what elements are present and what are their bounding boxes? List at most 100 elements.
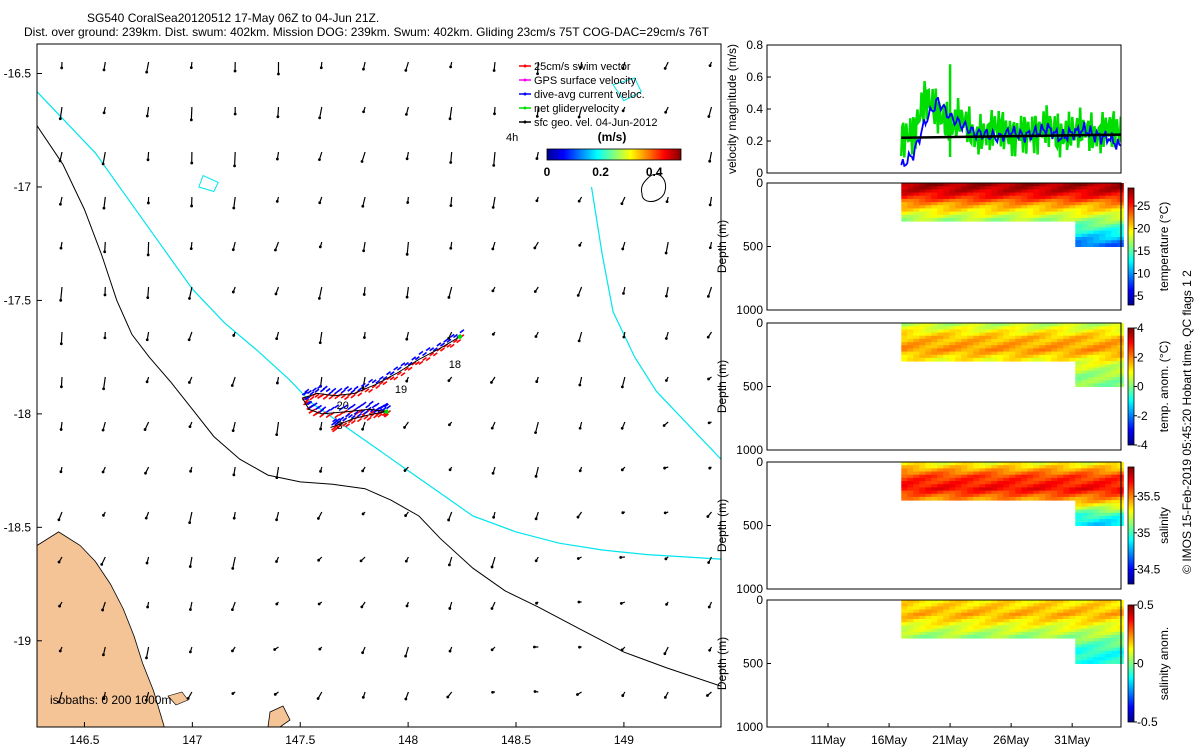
heatmap-cell [997,345,1004,349]
heatmap-cell [979,490,986,495]
heatmap-cell [1051,357,1058,362]
heatmap-cell [973,631,980,636]
heatmap-cell [955,493,962,498]
heatmap-cell [973,342,980,346]
heatmap-cell [1105,205,1112,209]
current-vector [362,196,366,207]
heatmap-cell [973,348,980,353]
heatmap-cell [901,609,908,614]
heatmap-cell [1087,512,1094,517]
heatmap-cell [931,496,938,501]
swim-vector-mark [350,394,356,399]
heatmap-cell [907,474,914,479]
heatmap-cell [1075,348,1082,353]
heatmap-cell [973,487,980,492]
heatmap-cell [1093,186,1100,190]
heatmap-cell [1003,192,1010,197]
heatmap-cell [991,462,998,466]
heatmap-cell [1099,647,1106,652]
heatmap-cell [1033,323,1040,327]
heatmap-cell [901,192,908,197]
heatmap-cell [1033,493,1040,498]
heatmap-cell [979,603,986,607]
current-vector-head [708,466,712,470]
heatmap-cell [925,189,932,193]
heatmap-cell [1105,522,1112,526]
heatmap-cell [1003,354,1010,359]
heatmap-cell [955,195,962,200]
heatmap-cell [1111,342,1118,346]
heatmap-cell [1057,606,1064,611]
heatmap-cell [1099,465,1106,469]
heatmap-cell [1075,195,1082,200]
depth-tick-label: 1000 [736,582,763,596]
heatmap-cell [1105,644,1112,649]
heatmap-cell [925,329,932,334]
heatmap-cell [1015,484,1022,488]
swim-vector-mark [452,338,458,344]
heatmap-cell [1093,233,1100,238]
current-vector-head [318,116,322,120]
heatmap-cell [1093,487,1100,492]
current-vector-head [57,518,61,522]
heatmap-cell [1111,487,1118,492]
heatmap-cell [901,487,908,492]
heatmap-cell [1063,192,1070,197]
heatmap-cell [1093,615,1100,620]
heatmap-cell [937,625,944,630]
heatmap-cell [1093,638,1100,642]
heatmap-cell [943,326,950,330]
colorbar-label: temperature (°C) [1157,202,1171,292]
heatmap-cell [1015,183,1022,187]
heatmap-cell [1105,380,1112,384]
heatmap-cell [937,338,944,343]
time-x-tick-label: 31May [1054,733,1090,747]
heatmap-cell [1003,493,1010,498]
heatmap-cell [1105,612,1112,617]
heatmap-cell [919,217,926,222]
current-vector-head [102,206,106,210]
swim-vector-mark [347,419,353,424]
heatmap-cell [907,471,914,476]
heatmap-cell [961,345,968,349]
map-y-tick-label: -19 [14,634,32,648]
heatmap-cell [1111,477,1118,482]
heatmap-cell [973,484,980,488]
heatmap-cell [1093,348,1100,353]
current-vector [59,151,63,162]
heatmap-cell [1087,377,1094,381]
heatmap-cell [1111,367,1118,372]
current-vector-head [233,69,237,73]
heatmap-cell [1009,628,1016,633]
heatmap-cell [1021,490,1028,495]
heatmap-cell [949,609,956,614]
heatmap-cell [925,326,932,330]
heatmap-cell [991,622,998,626]
heatmap-cell [991,345,998,349]
heatmap-cell [1111,373,1118,378]
heatmap-cell [1063,348,1070,353]
current-vector [406,286,409,298]
heatmap-cell [1111,631,1118,636]
heatmap-cell [913,468,920,473]
heatmap-cell [1099,233,1106,238]
heatmap-cell [1051,214,1058,219]
heatmap-cell [925,338,932,343]
heatmap-cell [979,345,986,349]
heatmap-cell [967,468,974,473]
current-vector [232,556,236,569]
heatmap-cell [1045,606,1052,611]
heatmap-cell [991,323,998,327]
current-vector-head [491,289,495,293]
current-vector-mark [343,385,349,391]
heatmap-cell [1069,217,1076,222]
current-vector [189,556,193,567]
heatmap-cell [1045,465,1052,469]
heatmap-cell [901,357,908,362]
heatmap-cell [1093,342,1100,346]
heatmap-cell [1105,506,1112,511]
heatmap-cell [1105,638,1112,642]
current-vector-head [275,337,279,341]
heatmap-cell [1093,332,1100,337]
heatmap-cell [943,198,950,203]
